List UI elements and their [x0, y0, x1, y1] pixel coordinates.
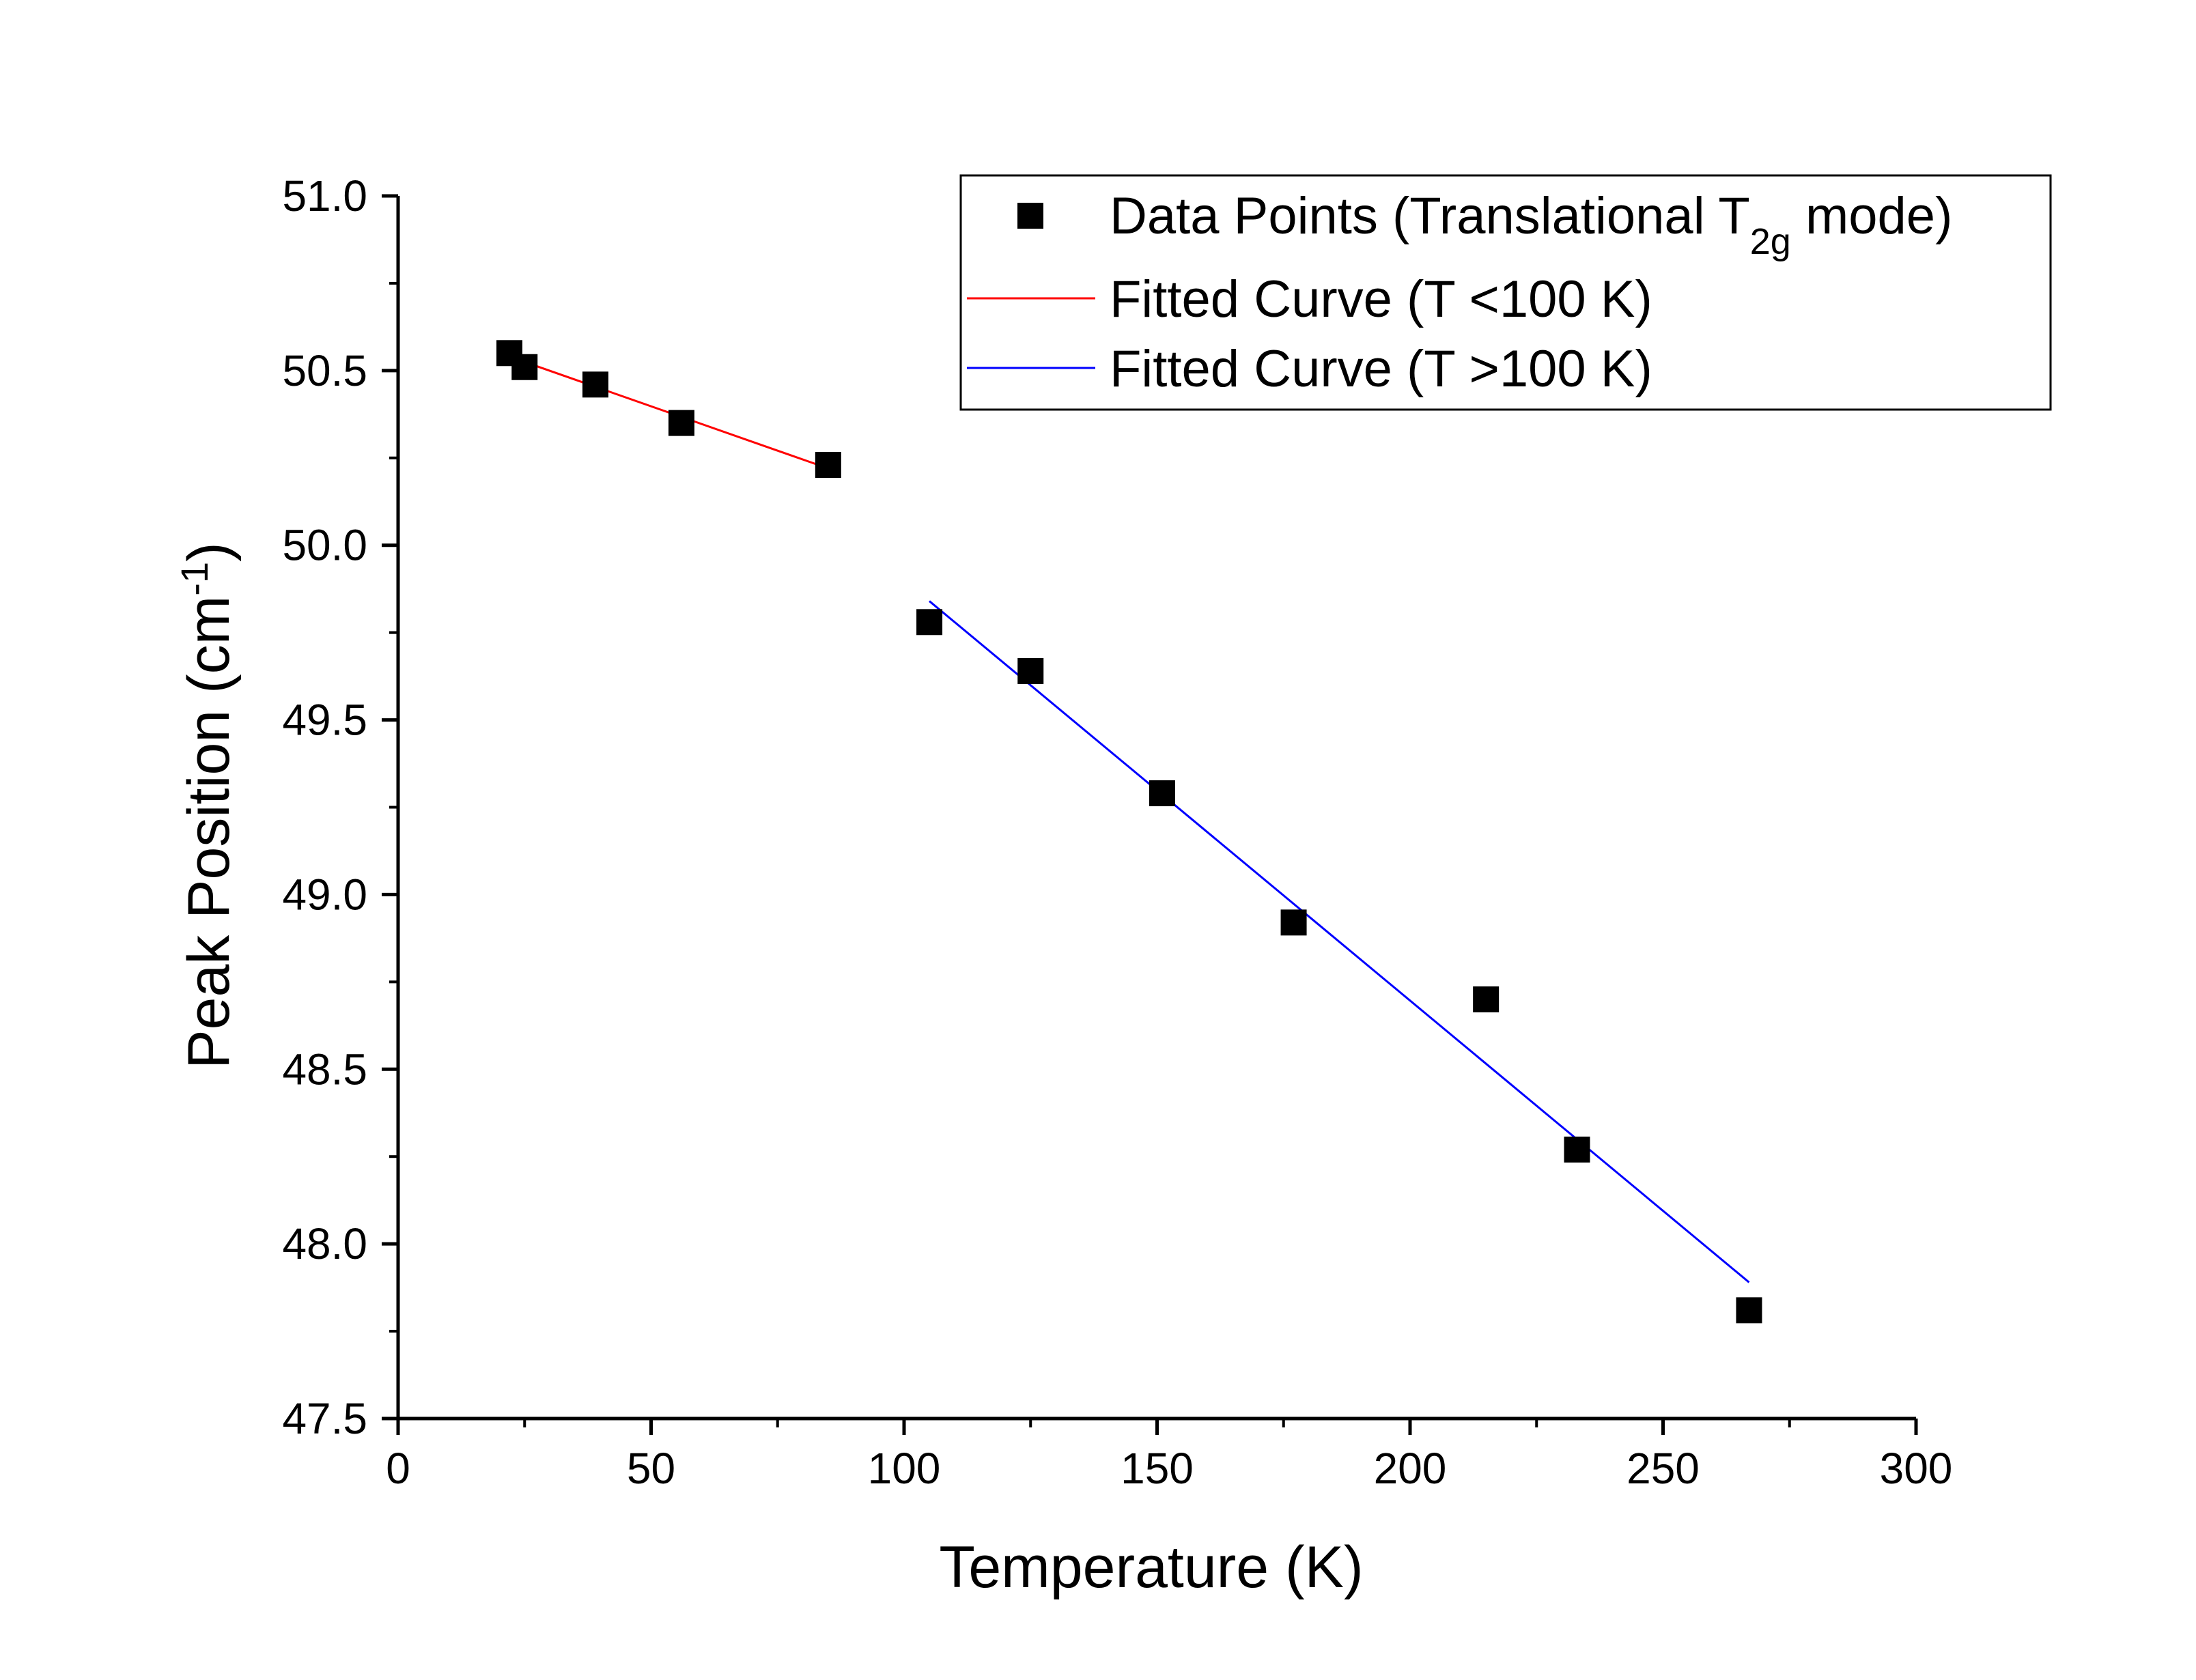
- y-axis-title-main: Peak Position (cm: [176, 596, 242, 1069]
- legend-label-subscript: 2g: [1750, 221, 1791, 262]
- y-ticks: 47.5 48.0 48.5 49.0 49.5 50.0 50.5 51.0: [282, 171, 398, 1443]
- y-axis-title: Peak Position (cm-1): [173, 542, 242, 1068]
- y-tick-label: 49.0: [282, 870, 367, 919]
- data-point: [1149, 780, 1175, 807]
- legend-label-fit-high: Fitted Curve (T >100 K): [1110, 340, 1652, 398]
- y-tick-label: 49.5: [282, 696, 367, 745]
- x-tick-label: 150: [1121, 1444, 1194, 1493]
- fit-line-high-temp: [929, 600, 1750, 1283]
- y-tick-label: 48.0: [282, 1219, 367, 1268]
- x-tick-label: 300: [1880, 1444, 1953, 1493]
- y-tick-label: 51.0: [282, 171, 367, 220]
- y-tick-label: 50.5: [282, 346, 367, 395]
- y-tick-label: 47.5: [282, 1394, 367, 1443]
- data-point: [668, 410, 694, 436]
- y-tick-label: 50.0: [282, 521, 367, 570]
- legend-label-fit-low: Fitted Curve (T <100 K): [1110, 270, 1652, 328]
- x-axis-title: Temperature (K): [939, 1535, 1363, 1600]
- x-ticks: 0 50 100 150 200 250 300: [386, 1419, 1952, 1493]
- legend-marker-data-points: [1017, 203, 1043, 229]
- data-point: [511, 354, 538, 380]
- y-axis-title-superscript: -1: [173, 562, 216, 596]
- y-axis-title-suffix: ): [176, 542, 242, 562]
- data-point: [916, 609, 943, 636]
- data-point: [582, 371, 608, 398]
- data-point: [815, 452, 841, 479]
- legend-label-suffix: mode): [1791, 187, 1953, 245]
- data-point: [1017, 657, 1044, 684]
- data-point: [1473, 986, 1500, 1012]
- x-tick-label: 100: [868, 1444, 941, 1493]
- x-tick-label: 200: [1374, 1444, 1447, 1493]
- legend: Data Points (Translational T2g mode) Fit…: [959, 174, 2052, 411]
- data-point: [1736, 1297, 1762, 1324]
- x-tick-label: 0: [386, 1444, 410, 1493]
- data-point: [1564, 1136, 1590, 1163]
- x-tick-label: 250: [1627, 1444, 1700, 1493]
- fitted-lines: [509, 355, 1750, 1283]
- legend-label-data-points: Data Points (Translational T2g mode): [1110, 187, 1952, 262]
- y-tick-label: 48.5: [282, 1044, 367, 1094]
- data-point: [1280, 909, 1307, 936]
- legend-label-prefix: Data Points (Translational T: [1110, 187, 1750, 245]
- legend-box: [959, 174, 2052, 411]
- x-tick-label: 50: [627, 1444, 675, 1493]
- data-points: [496, 340, 1762, 1324]
